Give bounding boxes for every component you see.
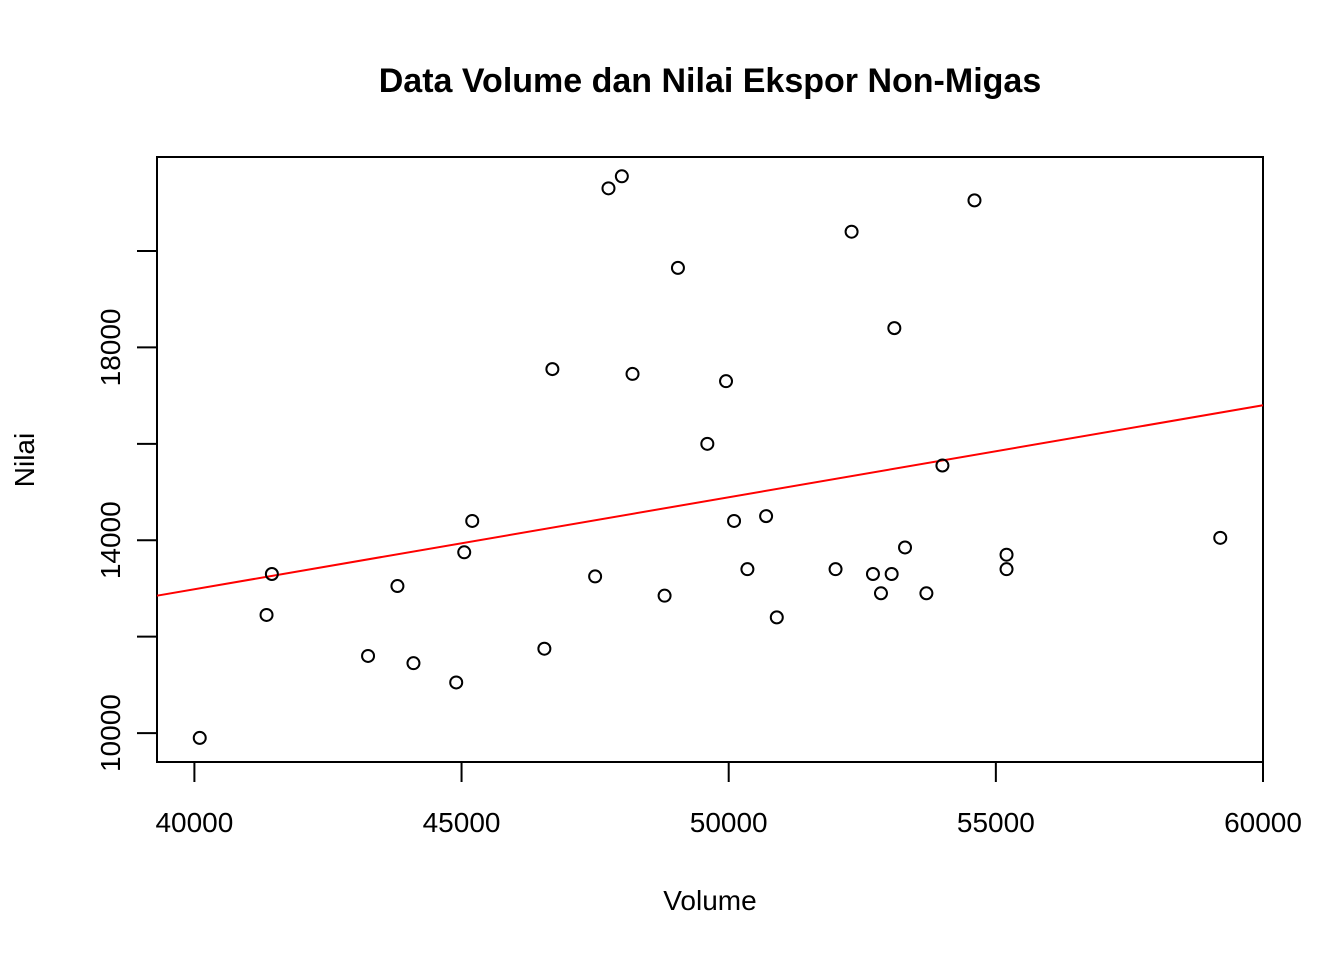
y-tick-label: 14000 — [95, 501, 126, 579]
x-tick-label: 50000 — [690, 807, 768, 838]
data-point — [919, 586, 934, 601]
data-point — [719, 374, 734, 389]
data-point — [967, 193, 982, 208]
data-point — [361, 648, 376, 663]
x-tick-label: 60000 — [1224, 807, 1302, 838]
regression-line-group — [156, 404, 1264, 597]
data-point — [657, 588, 672, 603]
x-axis: 40000 45000 50000 55000 60000 — [155, 761, 1302, 838]
data-points — [192, 169, 1228, 745]
data-point — [625, 366, 640, 381]
data-point — [614, 169, 629, 184]
data-point — [601, 181, 616, 196]
data-point — [727, 513, 742, 528]
x-tick-label: 55000 — [957, 807, 1035, 838]
y-axis-label: Nilai — [9, 433, 40, 487]
data-point — [769, 610, 784, 625]
data-point — [259, 607, 274, 622]
data-point — [465, 513, 480, 528]
data-point — [828, 562, 843, 577]
data-point — [1213, 530, 1228, 545]
data-point — [588, 569, 603, 584]
data-point — [844, 224, 859, 239]
data-point — [999, 562, 1014, 577]
data-point — [884, 566, 899, 581]
data-point — [999, 547, 1014, 562]
plot-frame — [156, 156, 1264, 763]
regression-line — [156, 404, 1264, 597]
y-tick-label: 18000 — [95, 308, 126, 386]
data-point — [873, 586, 888, 601]
data-point — [700, 436, 715, 451]
chart-title: Data Volume dan Nilai Ekspor Non-Migas — [379, 62, 1042, 100]
data-point — [935, 458, 950, 473]
data-point — [759, 509, 774, 524]
data-point — [390, 579, 405, 594]
data-point — [449, 675, 464, 690]
data-point — [545, 362, 560, 377]
data-point — [670, 260, 685, 275]
data-point — [192, 730, 207, 745]
y-axis: 10000 14000 18000 — [95, 250, 158, 772]
y-tick-label: 10000 — [95, 694, 126, 772]
data-point — [457, 545, 472, 560]
data-point — [865, 566, 880, 581]
data-point — [887, 321, 902, 336]
x-axis-label: Volume — [663, 885, 756, 916]
data-point — [406, 656, 421, 671]
data-point — [898, 540, 913, 555]
x-tick-label: 45000 — [423, 807, 501, 838]
data-point — [740, 562, 755, 577]
data-point — [537, 641, 552, 656]
x-tick-label: 40000 — [155, 807, 233, 838]
data-point — [264, 566, 279, 581]
